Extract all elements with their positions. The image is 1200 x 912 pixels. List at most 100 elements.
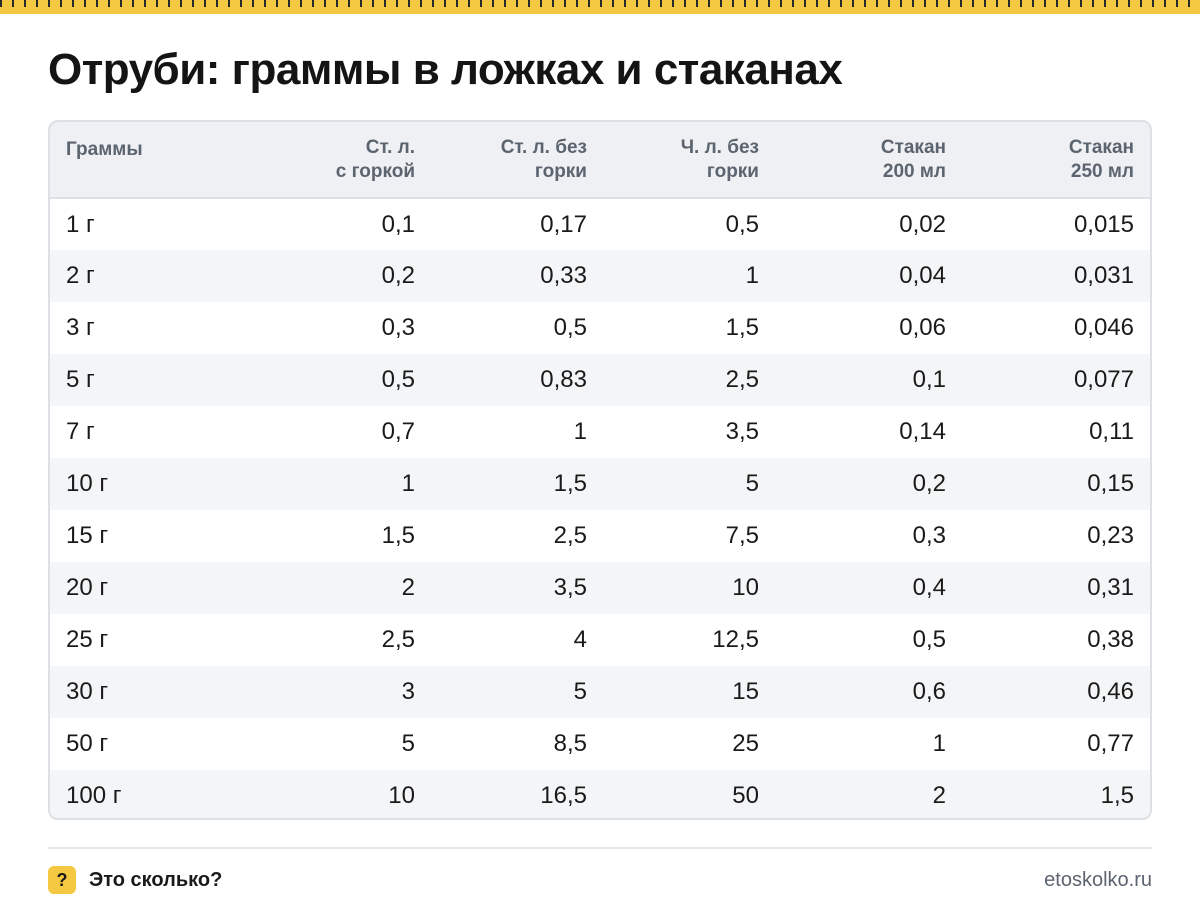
brand: ? Это сколько? bbox=[48, 866, 222, 894]
value-cell: 3 bbox=[401, 678, 415, 705]
value-cell: 8,5 bbox=[553, 730, 587, 757]
column-header-line: 200 мл bbox=[882, 160, 946, 182]
value-cell: 0,3 bbox=[381, 314, 415, 341]
value-cell: 0,3 bbox=[912, 522, 946, 549]
conversion-table-card: Граммы Ст. л. с горкой Ст. л. без горки Ч. л.… bbox=[48, 120, 1152, 820]
brand-name: Это сколько? bbox=[89, 868, 223, 891]
value-cell: 0,38 bbox=[1087, 626, 1134, 653]
value-cell: 2,5 bbox=[381, 626, 415, 653]
value-cell: 1 bbox=[932, 730, 946, 757]
table-row: 2 г 0,2 0,33 1 0,04 0,031 bbox=[50, 250, 1150, 302]
value-cell: 0,17 bbox=[540, 210, 587, 238]
value-cell: 25 bbox=[732, 730, 759, 757]
table-body: 1 г 0,1 0,17 0,5 0,02 0,015 2 г 0,2 0,33 1 0,04 0,0… bbox=[50, 198, 1150, 818]
column-header-line: горки bbox=[706, 160, 759, 182]
table-row: 10 г 1 1,5 5 0,2 0,15 bbox=[50, 458, 1150, 510]
value-cell: 0,5 bbox=[553, 314, 587, 341]
value-cell: 0,1 bbox=[381, 210, 415, 238]
value-cell: 12,5 bbox=[712, 626, 759, 653]
value-cell: 0,2 bbox=[381, 262, 415, 289]
page-title: Отруби: граммы в ложках и стаканах bbox=[48, 45, 843, 94]
column-header: Стакан 250 мл bbox=[962, 122, 1150, 199]
value-cell: 0,5 bbox=[912, 626, 946, 653]
value-cell: 10 bbox=[732, 574, 759, 601]
column-header-line: Граммы bbox=[66, 139, 143, 160]
table-header: Граммы Ст. л. с горкой Ст. л. без горки Ч. л.… bbox=[50, 122, 1150, 199]
value-cell: 0,077 bbox=[1073, 366, 1134, 393]
value-cell: 0,23 bbox=[1087, 522, 1134, 549]
table-row: 50 г 5 8,5 25 1 0,77 bbox=[50, 718, 1150, 770]
value-cell: 0,33 bbox=[540, 262, 587, 289]
value-cell: 1,5 bbox=[725, 314, 759, 341]
value-cell: 1 bbox=[401, 470, 415, 497]
value-cell: 0,14 bbox=[899, 418, 946, 445]
grams-cell: 3 г bbox=[66, 314, 95, 341]
question-mark-icon: ? bbox=[48, 866, 76, 894]
conversion-table: Граммы Ст. л. с горкой Ст. л. без горки Ч. л.… bbox=[50, 122, 1150, 818]
column-header: Ст. л. с горкой bbox=[259, 122, 431, 199]
value-cell: 0,4 bbox=[912, 574, 946, 601]
grams-cell: 25 г bbox=[66, 626, 109, 653]
site-url: etoskolko.ru bbox=[1044, 869, 1152, 891]
value-cell: 1 bbox=[745, 262, 759, 289]
value-cell: 2 bbox=[932, 782, 946, 809]
value-cell: 0,7 bbox=[381, 418, 415, 445]
grams-cell: 1 г bbox=[66, 210, 95, 238]
ruler-decoration bbox=[0, 0, 1200, 14]
value-cell: 0,1 bbox=[912, 366, 946, 393]
grams-cell: 2 г bbox=[66, 262, 95, 289]
column-header-line: Ст. л. bbox=[365, 136, 415, 158]
value-cell: 16,5 bbox=[540, 782, 587, 809]
value-cell: 4 bbox=[573, 626, 587, 653]
value-cell: 0,5 bbox=[381, 366, 415, 393]
value-cell: 0,83 bbox=[540, 366, 587, 393]
value-cell: 0,46 bbox=[1087, 678, 1134, 705]
footer-divider bbox=[48, 847, 1152, 849]
table-row: 1 г 0,1 0,17 0,5 0,02 0,015 bbox=[50, 198, 1150, 250]
value-cell: 7,5 bbox=[725, 522, 759, 549]
table-row: 100 г 10 16,5 50 2 1,5 bbox=[50, 770, 1150, 818]
column-header-line: с горкой bbox=[335, 160, 415, 182]
table-row: 5 г 0,5 0,83 2,5 0,1 0,077 bbox=[50, 354, 1150, 406]
grams-cell: 50 г bbox=[66, 730, 109, 757]
column-header: Граммы bbox=[50, 122, 259, 199]
column-header: Стакан 200 мл bbox=[775, 122, 962, 199]
table-row: 3 г 0,3 0,5 1,5 0,06 0,046 bbox=[50, 302, 1150, 354]
column-header-line: Стакан bbox=[880, 136, 946, 158]
value-cell: 0,02 bbox=[899, 210, 946, 238]
value-cell: 1,5 bbox=[381, 522, 415, 549]
table-header-row: Граммы Ст. л. с горкой Ст. л. без горки Ч. л.… bbox=[50, 122, 1150, 199]
value-cell: 0,15 bbox=[1087, 470, 1134, 497]
value-cell: 0,77 bbox=[1087, 730, 1134, 757]
value-cell: 0,046 bbox=[1073, 314, 1134, 341]
value-cell: 0,031 bbox=[1073, 262, 1134, 289]
column-header-line: горки bbox=[534, 160, 587, 182]
value-cell: 50 bbox=[732, 782, 759, 809]
grams-cell: 7 г bbox=[66, 418, 95, 445]
column-header: Ст. л. без горки bbox=[431, 122, 603, 199]
value-cell: 3,5 bbox=[553, 574, 587, 601]
column-header-line: Ст. л. без bbox=[500, 136, 587, 158]
column-header-line: 250 мл bbox=[1070, 160, 1134, 182]
grams-cell: 20 г bbox=[66, 574, 109, 601]
value-cell: 5 bbox=[401, 730, 415, 757]
value-cell: 5 bbox=[573, 678, 587, 705]
value-cell: 0,015 bbox=[1073, 210, 1134, 238]
value-cell: 0,04 bbox=[899, 262, 946, 289]
grams-cell: 5 г bbox=[66, 366, 95, 393]
value-cell: 0,11 bbox=[1089, 418, 1134, 445]
table-row: 20 г 2 3,5 10 0,4 0,31 bbox=[50, 562, 1150, 614]
column-header-line: Стакан bbox=[1068, 136, 1134, 158]
value-cell: 5 bbox=[745, 470, 759, 497]
value-cell: 0,06 bbox=[899, 314, 946, 341]
table-row: 15 г 1,5 2,5 7,5 0,3 0,23 bbox=[50, 510, 1150, 562]
value-cell: 15 bbox=[732, 678, 759, 705]
grams-cell: 100 г bbox=[66, 782, 122, 809]
value-cell: 3,5 bbox=[725, 418, 759, 445]
value-cell: 0,5 bbox=[725, 210, 759, 238]
grams-cell: 15 г bbox=[66, 522, 109, 549]
value-cell: 2 bbox=[401, 574, 415, 601]
value-cell: 0,6 bbox=[912, 678, 946, 705]
value-cell: 2,5 bbox=[553, 522, 587, 549]
value-cell: 0,31 bbox=[1087, 574, 1134, 601]
